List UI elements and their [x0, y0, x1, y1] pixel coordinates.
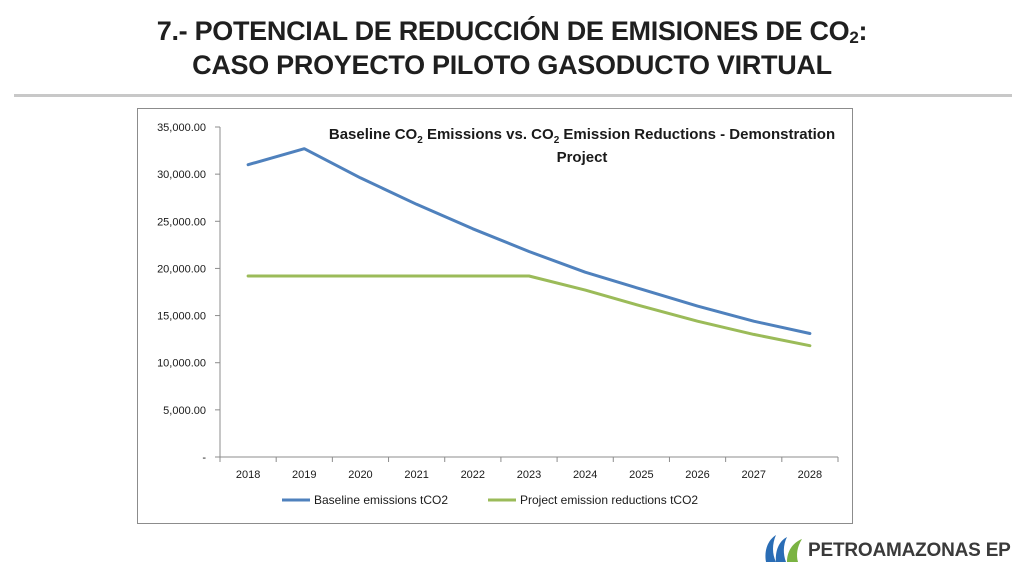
y-tick-label: 35,000.00	[157, 122, 206, 134]
x-tick-label: 2025	[629, 469, 653, 481]
x-tick-label: 2019	[292, 469, 316, 481]
logo-blue-leaf	[765, 535, 776, 562]
x-tick-label: 2024	[573, 469, 597, 481]
chart-title-line2: Project	[557, 149, 608, 166]
petroamazonas-logo: PETROAMAZONAS EP	[762, 532, 1018, 566]
legend-label-1: Baseline emissions tCO2	[314, 493, 448, 507]
chart-title-line1: Baseline CO2 Emissions vs. CO2 Emission …	[329, 126, 835, 146]
series-line-2	[246, 274, 812, 348]
title-line1-end: :	[858, 16, 868, 46]
logo-green-leaf	[787, 539, 802, 562]
logo-blue-leaf-2	[775, 537, 787, 562]
title-divider	[14, 94, 1012, 97]
y-tick-label: 10,000.00	[157, 358, 206, 370]
x-tick-label: 2023	[517, 469, 541, 481]
slide-title-line1: 7.- POTENCIAL DE REDUCCIÓN DE EMISIONES …	[0, 14, 1024, 48]
line-chart: Baseline CO2 Emissions vs. CO2 Emission …	[157, 122, 839, 507]
x-tick-label: 2020	[348, 469, 372, 481]
y-tick-label: 15,000.00	[157, 311, 206, 323]
x-tick-label: 2028	[798, 469, 822, 481]
slide-title: 7.- POTENCIAL DE REDUCCIÓN DE EMISIONES …	[0, 14, 1024, 82]
logo-mark-icon	[765, 535, 802, 562]
y-tick-label: 25,000.00	[157, 216, 206, 228]
chart-frame: Baseline CO2 Emissions vs. CO2 Emission …	[137, 108, 853, 524]
y-tick-label: 5,000.00	[163, 405, 206, 417]
logo-text: PETROAMAZONAS EP	[808, 540, 1011, 561]
x-tick-label: 2021	[404, 469, 428, 481]
x-tick-label: 2022	[461, 469, 485, 481]
y-tick-label: -	[202, 452, 206, 464]
title-subscript: 2	[849, 28, 859, 47]
x-tick-label: 2018	[236, 469, 260, 481]
slide-title-line2: CASO PROYECTO PILOTO GASODUCTO VIRTUAL	[192, 50, 832, 80]
x-tick-label: 2026	[685, 469, 709, 481]
title-line1-text: 7.- POTENCIAL DE REDUCCIÓN DE EMISIONES …	[156, 16, 850, 46]
x-tick-label: 2027	[741, 469, 765, 481]
y-tick-label: 20,000.00	[157, 263, 206, 275]
y-tick-label: 30,000.00	[157, 169, 206, 181]
legend-label-2: Project emission reductions tCO2	[520, 493, 698, 507]
series-line-1	[246, 147, 812, 335]
